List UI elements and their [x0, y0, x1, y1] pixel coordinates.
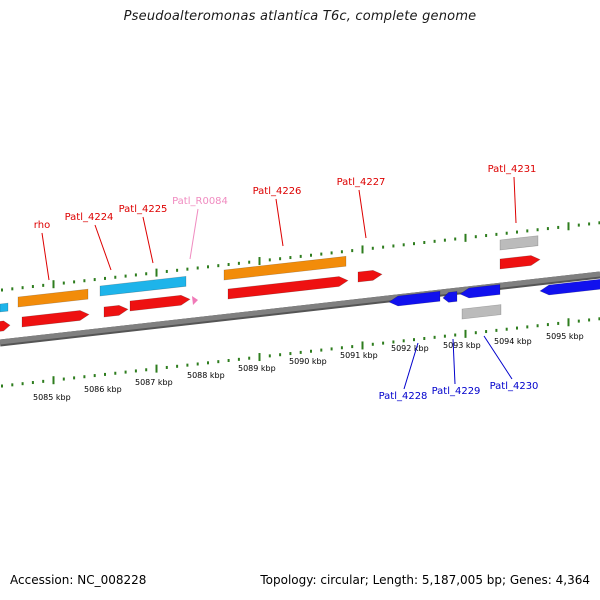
gene-label-leader	[452, 338, 456, 385]
accession-text: Accession: NC_008228	[10, 573, 147, 587]
cds-patl-4224	[103, 305, 129, 318]
gene-label-leader	[403, 342, 419, 390]
scale-tick-label: 5088 kbp	[187, 371, 225, 380]
gene-label-leader	[483, 335, 513, 380]
gene-label-leader	[94, 224, 112, 271]
scale-tick-label: 5087 kbp	[135, 378, 173, 387]
cds-patl-4231	[499, 255, 541, 270]
gene-label: Patl_R0084	[172, 196, 228, 207]
scale-tick-label: 5094 kbp	[494, 337, 532, 346]
gene-label-leader	[142, 216, 154, 264]
gene-label-leader	[41, 232, 50, 281]
gene-gray-patl-4231	[499, 235, 539, 251]
scale-tick-label: 5086 kbp	[84, 385, 122, 394]
gene-label: Patl_4230	[490, 381, 539, 392]
scale-tick-label: 5093 kbp	[443, 341, 481, 350]
gene-label: Patl_4225	[119, 204, 168, 215]
gene-label-leader	[358, 189, 367, 239]
genome-title: Pseudoalteromonas atlantica T6c, complet…	[123, 9, 477, 24]
cds-patl-4228	[388, 290, 441, 307]
gene-gray-patl-4230	[461, 304, 502, 320]
rna-patl-r0084	[192, 296, 198, 305]
gene-cyan-patl-4224	[99, 275, 187, 297]
topology-text: Topology: circular; Length: 5,187,005 bp…	[260, 573, 590, 587]
cds-patl-4225	[129, 294, 191, 312]
gene-label: Patl_4229	[432, 386, 481, 397]
gene-label: Patl_4226	[253, 186, 302, 197]
scale-tick-label: 5092 kbp	[391, 344, 429, 353]
scale-tick-label: 5085 kbp	[33, 393, 71, 402]
gene-label: rho	[34, 220, 50, 231]
gene-label: Patl_4228	[379, 391, 428, 402]
cds-right-edge	[539, 278, 600, 296]
gene-label: Patl_4231	[488, 164, 537, 175]
cds-rho	[21, 310, 90, 328]
gene-cyan-left-edge	[0, 302, 9, 313]
gene-label-leader	[275, 198, 284, 247]
cds-patl-4229	[442, 291, 458, 303]
gene-label-leader	[513, 176, 517, 224]
scale-tick-label: 5091 kbp	[340, 351, 378, 360]
scale-tick-label: 5090 kbp	[289, 357, 327, 366]
cds-patl-4226	[227, 276, 349, 300]
gene-orange-patl-4226	[223, 255, 347, 281]
scale-tick-label: 5095 kbp	[546, 332, 584, 341]
gene-orange-rho	[17, 288, 89, 308]
cds-patl-4230	[459, 284, 501, 299]
scale-tick-label: 5089 kbp	[238, 364, 276, 373]
gene-label: Patl_4224	[65, 212, 114, 223]
gene-label: Patl_4227	[337, 177, 386, 188]
gene-label-leader	[189, 208, 199, 260]
cds-left-edge	[0, 320, 11, 332]
cds-patl-4227	[357, 270, 383, 283]
